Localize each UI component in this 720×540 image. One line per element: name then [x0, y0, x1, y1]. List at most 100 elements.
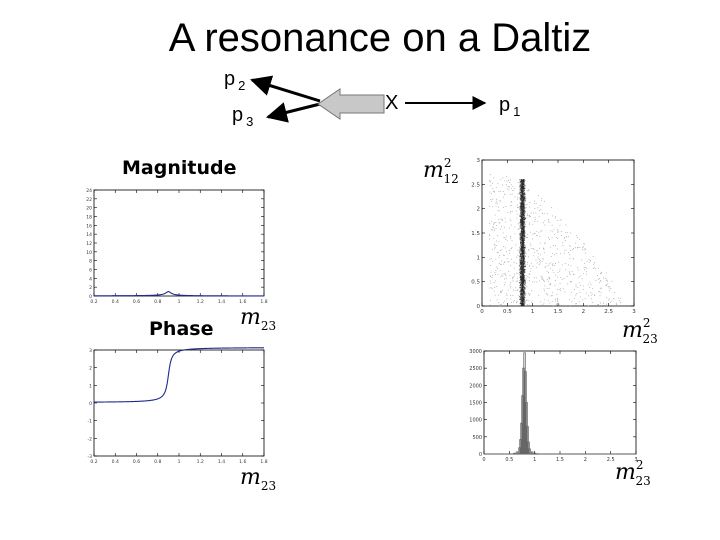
dalitz-band-point [522, 231, 524, 233]
hist-xtick-label: 2.5 [607, 457, 615, 462]
dalitz-band-point [522, 219, 524, 221]
magnitude-xtick-label: 0.6 [133, 299, 140, 304]
dalitz-band-point [519, 238, 521, 240]
dalitz-bg-point [562, 288, 564, 290]
dalitz-band-point [524, 252, 526, 254]
dalitz-band-point [524, 263, 526, 265]
dalitz-band-point [523, 266, 525, 268]
dalitz-bg-point [513, 262, 515, 264]
dalitz-bg-point [533, 212, 535, 214]
dalitz-bg-point [503, 254, 505, 256]
dalitz-bg-point [564, 263, 566, 265]
dalitz-bg-point [575, 284, 577, 286]
dalitz-bg-point [574, 242, 576, 244]
dalitz-bg-point [511, 247, 513, 248]
dalitz-bg-point [619, 300, 621, 302]
dalitz-band-point [521, 221, 523, 223]
dalitz-band-point [523, 273, 525, 275]
dalitz-bg-point [508, 261, 510, 263]
dalitz-band-point [521, 224, 523, 226]
dalitz-band-point [523, 286, 525, 288]
hist-axes: 0 0.5 1 1.5 2 2.5 3 0 500 1000 1500 2000 2500 3000 [469, 349, 637, 462]
dalitz-bg-point [491, 200, 493, 202]
dalitz-bg-point [548, 236, 550, 238]
dalitz-band-point [520, 233, 522, 235]
dalitz-bg-point [551, 295, 553, 296]
dalitz-bg-point [526, 217, 528, 219]
dalitz-bg-point [557, 276, 558, 278]
dalitz-bg-point [569, 274, 571, 275]
dalitz-bg-point [543, 279, 545, 281]
dalitz-band-point [519, 193, 521, 195]
dalitz-band-point [522, 233, 524, 235]
dalitz-band-point [523, 258, 525, 260]
dalitz-bg-point [593, 263, 595, 265]
dalitz-bg-point [494, 214, 496, 216]
dalitz-bg-point [560, 276, 562, 278]
dalitz-bg-point [525, 198, 527, 200]
dalitz-band-point [522, 288, 524, 290]
dalitz-bg-point [558, 288, 560, 290]
dalitz-band-point [519, 219, 521, 221]
dalitz-band-point [522, 211, 524, 213]
dalitz-bg-point [543, 212, 545, 214]
dalitz-bg-point [535, 212, 537, 214]
dalitz-bg-point [527, 215, 528, 216]
dalitz-bg-point [506, 294, 508, 296]
dalitz-bg-point [529, 293, 531, 295]
dalitz-bg-point [505, 293, 507, 295]
dalitz-band-point [523, 212, 525, 214]
dalitz-bg-point [567, 251, 569, 253]
dalitz-band-point [523, 296, 525, 298]
dalitz-bg-point [508, 179, 509, 181]
dalitz-bg-point [490, 184, 492, 186]
dalitz-band-point [522, 227, 524, 229]
dalitz-band-point [524, 261, 526, 263]
dalitz-bg-point [510, 220, 512, 222]
dalitz-bg-point [535, 277, 537, 279]
dalitz-bg-point [525, 221, 527, 223]
magnitude-xtick-label: 1 [178, 299, 181, 304]
dalitz-bg-point [491, 249, 493, 251]
dalitz-band-point [523, 300, 525, 302]
dalitz-bg-point [497, 268, 499, 270]
dalitz-bg-point [547, 299, 549, 301]
dalitz-band-point [523, 254, 525, 256]
dalitz-band-point [519, 301, 521, 303]
dalitz-bg-point [606, 296, 608, 298]
dalitz-bg-point [539, 262, 541, 264]
magnitude-ytick-label: 22 [86, 197, 92, 203]
dalitz-bg-point [609, 298, 611, 300]
dalitz-band-point [520, 223, 522, 225]
dalitz-bg-point [530, 268, 532, 270]
dalitz-band-point [519, 222, 521, 224]
dalitz-bg-point [516, 272, 518, 274]
dalitz-band-point [520, 261, 522, 263]
dalitz-band-point [521, 246, 523, 248]
dalitz-band-point [523, 249, 525, 251]
dalitz-bg-point [580, 275, 582, 277]
dalitz-bg-point [599, 295, 601, 297]
dalitz-bg-point [529, 206, 531, 208]
dalitz-bg-point [581, 248, 583, 250]
dalitz-band-point [521, 286, 523, 288]
magnitude-ytick-label: 16 [86, 223, 92, 229]
dalitz-bg-point [559, 270, 561, 272]
dalitz-band-point [523, 304, 525, 306]
dalitz-band-point [523, 253, 525, 255]
hist-ytick-label: 2000 [469, 383, 482, 389]
dalitz-bg-point [565, 236, 567, 238]
dalitz-bg-point [512, 301, 514, 303]
dalitz-band-point [521, 223, 523, 225]
dalitz-bg-point [569, 271, 570, 273]
dalitz-bg-point [509, 193, 511, 195]
dalitz-bg-point [512, 186, 514, 188]
dalitz-bg-point [542, 213, 543, 215]
magnitude-ytick-label: 20 [86, 206, 92, 212]
dalitz-frame [481, 159, 635, 307]
dalitz-bg-point [495, 205, 497, 207]
dalitz-band-point [522, 276, 524, 278]
dalitz-bg-point [551, 264, 553, 266]
dalitz-bg-point [510, 179, 511, 181]
dalitz-band-point [520, 237, 522, 239]
